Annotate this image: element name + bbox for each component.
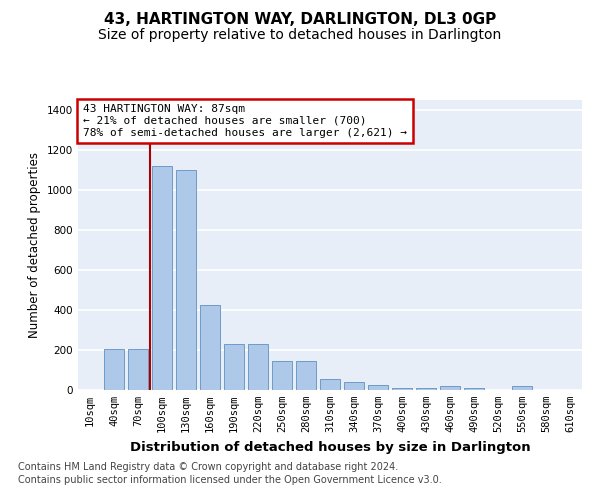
- X-axis label: Distribution of detached houses by size in Darlington: Distribution of detached houses by size …: [130, 440, 530, 454]
- Bar: [344, 382, 364, 390]
- Text: 43, HARTINGTON WAY, DARLINGTON, DL3 0GP: 43, HARTINGTON WAY, DARLINGTON, DL3 0GP: [104, 12, 496, 28]
- Bar: [224, 344, 244, 390]
- Bar: [104, 349, 124, 390]
- Bar: [152, 166, 172, 390]
- Text: 43 HARTINGTON WAY: 87sqm
← 21% of detached houses are smaller (700)
78% of semi-: 43 HARTINGTON WAY: 87sqm ← 21% of detach…: [83, 104, 407, 138]
- Bar: [296, 361, 316, 390]
- Bar: [392, 388, 412, 390]
- Bar: [368, 385, 388, 390]
- Bar: [440, 386, 460, 390]
- Text: Size of property relative to detached houses in Darlington: Size of property relative to detached ho…: [98, 28, 502, 42]
- Bar: [512, 386, 532, 390]
- Text: Contains public sector information licensed under the Open Government Licence v3: Contains public sector information licen…: [18, 475, 442, 485]
- Bar: [248, 344, 268, 390]
- Text: Contains HM Land Registry data © Crown copyright and database right 2024.: Contains HM Land Registry data © Crown c…: [18, 462, 398, 472]
- Bar: [200, 305, 220, 390]
- Y-axis label: Number of detached properties: Number of detached properties: [28, 152, 41, 338]
- Bar: [464, 388, 484, 390]
- Bar: [176, 170, 196, 390]
- Bar: [128, 349, 148, 390]
- Bar: [272, 361, 292, 390]
- Bar: [320, 379, 340, 390]
- Bar: [416, 388, 436, 390]
